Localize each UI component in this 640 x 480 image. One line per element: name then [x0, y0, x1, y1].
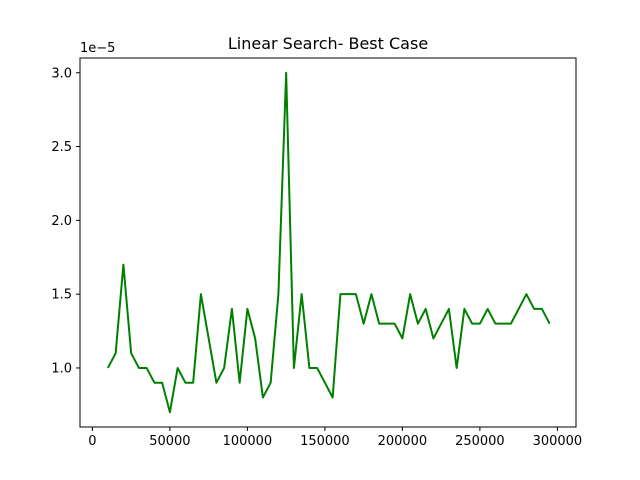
x-tick-label: 250000: [455, 434, 505, 449]
chart-title: Linear Search- Best Case: [228, 34, 428, 53]
plot-area: 0 50000 100000 150000 200000 250000 300000 1.0 1…: [51, 66, 582, 449]
x-tick-label: 150000: [300, 434, 350, 449]
x-tick-label: 50000: [149, 434, 190, 449]
plot-frame: [79, 57, 577, 428]
x-tick-label: 300000: [533, 434, 583, 449]
series-line-0: [107, 71, 551, 414]
y-tick-label: 2.0: [51, 214, 72, 229]
y-tick-label: 3.0: [51, 66, 72, 81]
x-tick-label: 100000: [223, 434, 273, 449]
y-tick-label: 1.5: [51, 288, 72, 303]
y-tick-label: 2.5: [51, 140, 72, 155]
y-tick-label: 1.0: [51, 361, 72, 376]
x-tick-label: 200000: [378, 434, 428, 449]
x-tick-label: 0: [88, 434, 96, 449]
y-offset-text: 1e−5: [80, 41, 115, 56]
